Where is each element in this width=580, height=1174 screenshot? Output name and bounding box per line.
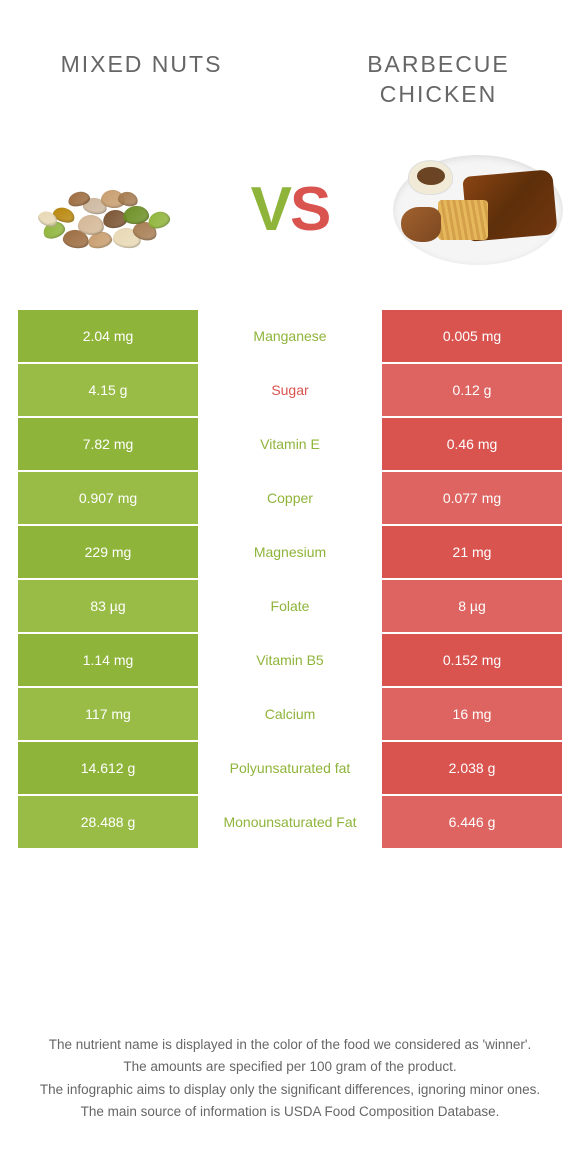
right-value-cell: 8 µg	[382, 580, 562, 632]
vs-label: VS	[251, 174, 330, 245]
table-row: 2.04 mgManganese0.005 mg	[18, 310, 562, 362]
left-value-cell: 117 mg	[18, 688, 198, 740]
right-value-cell: 16 mg	[382, 688, 562, 740]
left-value-cell: 2.04 mg	[18, 310, 198, 362]
left-value-cell: 4.15 g	[18, 364, 198, 416]
left-value-cell: 1.14 mg	[18, 634, 198, 686]
right-value-cell: 6.446 g	[382, 796, 562, 848]
nutrient-name-cell: Folate	[198, 580, 382, 632]
nutrient-name-cell: Magnesium	[198, 526, 382, 578]
table-row: 1.14 mgVitamin B50.152 mg	[18, 634, 562, 686]
left-value-cell: 28.488 g	[18, 796, 198, 848]
right-value-cell: 0.005 mg	[382, 310, 562, 362]
left-value-cell: 7.82 mg	[18, 418, 198, 470]
footer-line: The nutrient name is displayed in the co…	[20, 1035, 560, 1055]
nutrient-name-cell: Copper	[198, 472, 382, 524]
vs-v-letter: V	[251, 174, 290, 245]
nuts-illustration	[23, 160, 183, 260]
table-row: 229 mgMagnesium21 mg	[18, 526, 562, 578]
right-value-cell: 21 mg	[382, 526, 562, 578]
nutrient-name-cell: Calcium	[198, 688, 382, 740]
table-row: 83 µgFolate8 µg	[18, 580, 562, 632]
chicken-piece	[401, 207, 441, 242]
left-value-cell: 14.612 g	[18, 742, 198, 794]
nutrient-name-cell: Polyunsaturated fat	[198, 742, 382, 794]
left-food-title: MIXED NUTS	[20, 50, 263, 80]
right-food-title: BARBECUE CHICKEN	[317, 50, 560, 110]
left-value-cell: 83 µg	[18, 580, 198, 632]
footer-line: The amounts are specified per 100 gram o…	[20, 1057, 560, 1077]
comparison-table: 2.04 mgManganese0.005 mg4.15 gSugar0.12 …	[18, 310, 562, 848]
nutrient-name-cell: Monounsaturated Fat	[198, 796, 382, 848]
left-value-cell: 0.907 mg	[18, 472, 198, 524]
table-row: 28.488 gMonounsaturated Fat6.446 g	[18, 796, 562, 848]
right-value-cell: 0.077 mg	[382, 472, 562, 524]
right-value-cell: 0.12 g	[382, 364, 562, 416]
nutrient-name-cell: Vitamin B5	[198, 634, 382, 686]
header: MIXED NUTS BARBECUE CHICKEN	[0, 0, 580, 140]
right-value-cell: 0.46 mg	[382, 418, 562, 470]
right-value-cell: 0.152 mg	[382, 634, 562, 686]
table-row: 117 mgCalcium16 mg	[18, 688, 562, 740]
vs-s-letter: S	[290, 174, 329, 245]
footer-line: The infographic aims to display only the…	[20, 1080, 560, 1100]
nutrient-name-cell: Sugar	[198, 364, 382, 416]
nutrient-name-cell: Vitamin E	[198, 418, 382, 470]
footer-notes: The nutrient name is displayed in the co…	[20, 1035, 560, 1124]
left-food-image	[15, 150, 190, 270]
fries-illustration	[438, 200, 488, 240]
nutrient-name-cell: Manganese	[198, 310, 382, 362]
table-row: 7.82 mgVitamin E0.46 mg	[18, 418, 562, 470]
table-row: 0.907 mgCopper0.077 mg	[18, 472, 562, 524]
gravy-bowl	[408, 160, 453, 195]
left-value-cell: 229 mg	[18, 526, 198, 578]
right-value-cell: 2.038 g	[382, 742, 562, 794]
footer-line: The main source of information is USDA F…	[20, 1102, 560, 1122]
bbq-plate-illustration	[393, 155, 563, 265]
images-row: VS	[0, 140, 580, 310]
right-food-image	[390, 150, 565, 270]
table-row: 14.612 gPolyunsaturated fat2.038 g	[18, 742, 562, 794]
table-row: 4.15 gSugar0.12 g	[18, 364, 562, 416]
